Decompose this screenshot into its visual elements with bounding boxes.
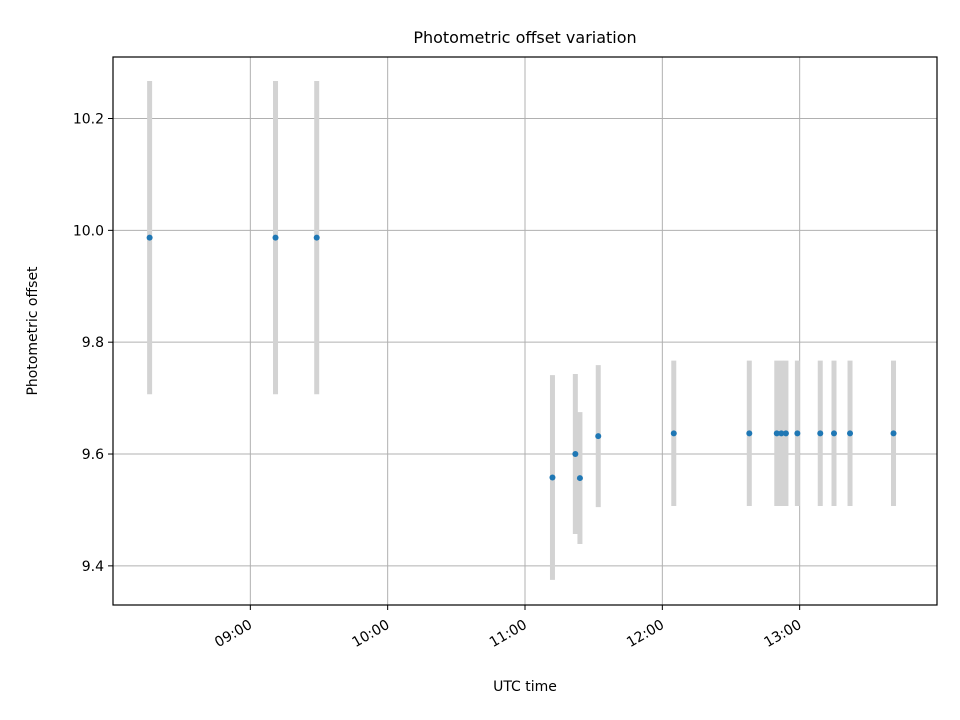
data-point <box>746 430 753 437</box>
y-tick-label: 10.2 <box>73 112 104 128</box>
chart-title: Photometric offset variation <box>413 28 636 47</box>
data-point <box>773 430 780 437</box>
data-point <box>595 433 602 440</box>
data-point <box>794 430 801 437</box>
data-point <box>549 474 556 481</box>
data-point <box>831 430 837 437</box>
data-point <box>847 430 854 437</box>
y-axis-label: Photometric offset <box>25 266 41 396</box>
data-point <box>670 430 677 437</box>
grid-layer <box>113 57 937 605</box>
data-point <box>782 430 789 437</box>
x-axis-label: UTC time <box>493 679 557 695</box>
y-tick-label: 9.4 <box>82 559 104 575</box>
y-tick-label: 10.0 <box>73 223 104 239</box>
data-point <box>778 430 785 437</box>
data-point <box>272 234 279 241</box>
data-point <box>576 475 583 482</box>
data-point <box>313 234 320 241</box>
y-tick-label: 9.8 <box>82 335 104 351</box>
point-layer <box>146 234 897 482</box>
data-point <box>146 234 153 241</box>
y-tick-label: 9.6 <box>82 447 104 463</box>
data-point <box>817 430 824 437</box>
data-point <box>890 430 897 437</box>
data-point <box>572 451 579 458</box>
